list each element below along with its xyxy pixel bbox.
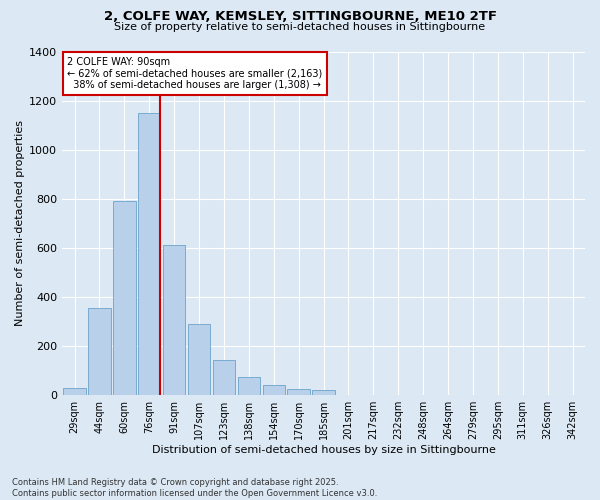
Bar (113, 202, 136, 395)
Bar (138, 113, 160, 395)
Bar (163, 246, 185, 395)
Bar (313, 390, 335, 395)
Bar (287, 389, 310, 395)
Bar (213, 360, 235, 395)
Y-axis label: Number of semi-detached properties: Number of semi-detached properties (15, 120, 25, 326)
X-axis label: Distribution of semi-detached houses by size in Sittingbourne: Distribution of semi-detached houses by … (152, 445, 496, 455)
Text: 2, COLFE WAY, KEMSLEY, SITTINGBOURNE, ME10 2TF: 2, COLFE WAY, KEMSLEY, SITTINGBOURNE, ME… (104, 10, 497, 23)
Bar (188, 324, 210, 395)
Text: 2 COLFE WAY: 90sqm
← 62% of semi-detached houses are smaller (2,163)
  38% of se: 2 COLFE WAY: 90sqm ← 62% of semi-detache… (67, 56, 323, 90)
Bar (64, 388, 86, 395)
Bar (238, 377, 260, 395)
Text: Size of property relative to semi-detached houses in Sittingbourne: Size of property relative to semi-detach… (115, 22, 485, 32)
Text: Contains HM Land Registry data © Crown copyright and database right 2025.
Contai: Contains HM Land Registry data © Crown c… (12, 478, 377, 498)
Bar (88, 308, 111, 395)
Bar (263, 386, 285, 395)
